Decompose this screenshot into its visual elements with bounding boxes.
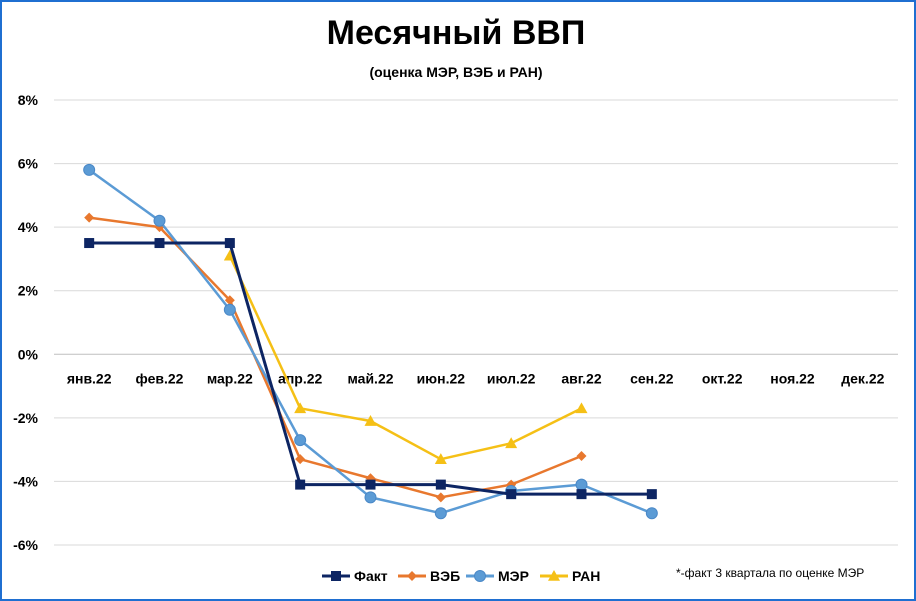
series-3-point [364,415,377,426]
series-3-line [228,255,583,461]
y-tick-label: -2% [13,410,38,426]
series-3-point [505,437,518,449]
footnote: *-факт 3 квартала по оценке МЭР [676,566,865,580]
series-0-point [646,489,657,500]
series-2-point [83,163,96,176]
x-tick-label: янв.22 [67,370,112,386]
series-2-point [575,478,588,491]
x-tick-label: сен.22 [630,370,674,386]
legend-swatch-marker [548,570,560,581]
series-0-point [576,489,587,500]
x-tick-label: июн.22 [417,370,466,386]
legend-label: РАН [572,568,600,584]
legend-swatch-marker [474,570,486,582]
series-0-point [295,479,306,490]
y-tick-label: 0% [18,346,39,362]
x-tick-label: мар.22 [207,370,253,386]
series-2-point [434,507,447,520]
y-tick-label: -6% [13,537,38,553]
legend-label: Факт [354,568,388,584]
chart-title: Месячный ВВП [326,14,586,52]
series-1-point [576,451,587,461]
legend-swatch-marker [407,571,417,581]
series-0-line [89,241,652,496]
x-tick-label: ноя.22 [770,370,815,386]
x-tick-label: май.22 [347,370,393,386]
series-0-point [506,489,517,500]
y-tick-label: 8% [18,92,39,108]
x-tick-label: фев.22 [136,370,184,386]
series-1-point [295,454,306,465]
series-0-point [154,238,165,249]
series-2-point [645,507,658,520]
series-0-point [224,238,235,249]
x-tick-label: июл.22 [487,370,536,386]
series-3-point [434,453,447,464]
series-0-point [365,479,376,490]
series-0-point [435,479,446,490]
y-tick-label: 2% [18,283,39,299]
series-2-point [223,303,236,316]
legend-label: МЭР [498,568,529,584]
y-tick-label: -4% [13,473,38,489]
y-tick-label: 4% [18,219,39,235]
chart-subtitle: (оценка МЭР, ВЭБ и РАН) [369,64,543,80]
series-1-point [224,295,235,306]
x-tick-label: окт.22 [702,370,743,386]
series-0-point [84,238,95,249]
series-1-point [84,212,95,223]
series-2-point [294,434,307,447]
series-2-point [364,491,377,504]
series-3-point [294,402,307,414]
y-tick-label: 6% [18,156,39,172]
series-1-line [88,216,582,499]
legend-label: ВЭБ [430,568,460,584]
series-3-point [575,402,588,414]
series-2-point [153,214,166,227]
legend-swatch-marker [331,571,341,581]
x-tick-label: дек.22 [841,370,884,386]
x-tick-label: авг.22 [561,370,601,386]
series-1-point [435,492,446,503]
